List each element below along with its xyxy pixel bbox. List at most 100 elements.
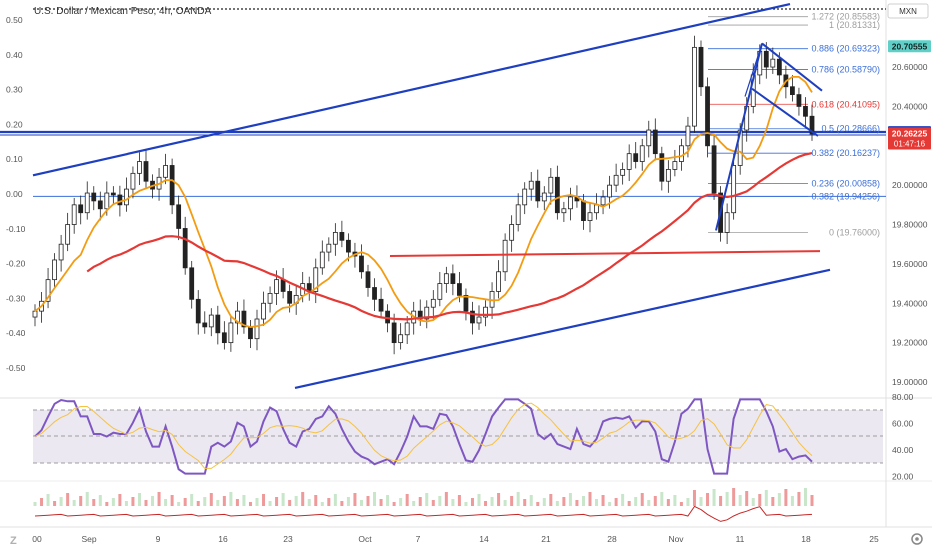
candle-body[interactable] [809,115,815,135]
settings-gear-icon[interactable] [911,533,923,545]
candle-body[interactable] [561,208,567,214]
candle-body[interactable] [437,283,443,300]
candle-body[interactable] [528,180,534,190]
candle-body[interactable] [502,239,508,273]
candle-body[interactable] [169,165,175,206]
candle-body[interactable] [790,86,795,96]
candle-body[interactable] [215,314,221,334]
candle-body[interactable] [221,332,227,344]
candle-body[interactable] [652,129,658,155]
candle-body[interactable] [796,94,802,107]
candle-body[interactable] [365,271,371,288]
candle-body[interactable] [137,161,142,174]
candle-body[interactable] [646,129,652,147]
candle-body[interactable] [241,310,247,328]
candle-body[interactable] [280,279,286,292]
currency-badge[interactable]: MXN [887,3,929,19]
candle-body[interactable] [91,192,97,202]
candle-body[interactable] [665,169,671,182]
candle-body[interactable] [679,145,684,162]
candle-body[interactable] [130,172,136,190]
candle-body[interactable] [391,322,397,344]
candle-body[interactable] [509,224,515,241]
candle-body[interactable] [78,204,84,214]
candle-body[interactable] [84,192,90,214]
candle-body[interactable] [620,169,626,176]
candle-body[interactable] [554,176,560,214]
candle-body[interactable] [319,251,325,269]
candle-body[interactable] [332,231,338,245]
candle-body[interactable] [476,316,482,324]
flag-connector-line[interactable] [744,43,763,97]
candle-body[interactable] [143,161,149,182]
candle-body[interactable] [568,196,573,210]
candle-body[interactable] [248,326,253,340]
candle-body[interactable] [613,174,619,186]
candle-body[interactable] [600,196,606,206]
candle-body[interactable] [457,283,462,296]
candle-body[interactable] [417,310,423,320]
candle-body[interactable] [32,310,38,318]
candle-body[interactable] [659,153,665,182]
flag-top-line[interactable] [761,42,823,92]
candle-body[interactable] [267,293,273,304]
candle-body[interactable] [313,267,319,292]
candle-body[interactable] [45,279,51,302]
candle-body[interactable] [705,86,710,147]
candle-body[interactable] [803,106,808,117]
candle-body[interactable] [692,46,697,127]
candle-body[interactable] [346,239,351,253]
candle-body[interactable] [110,192,116,196]
candle-body[interactable] [463,294,469,312]
candle-body[interactable] [639,145,645,162]
candle-body[interactable] [404,322,410,336]
candle-body[interactable] [470,310,475,324]
candle-body[interactable] [195,298,201,324]
candle-body[interactable] [202,322,208,328]
candle-body[interactable] [515,204,521,225]
candle-body[interactable] [398,334,404,344]
candle-body[interactable] [254,318,260,340]
candle-body[interactable] [274,279,279,294]
candle-body[interactable] [430,298,436,308]
candle-body[interactable] [339,231,345,241]
flag-pole-line[interactable] [715,43,763,231]
candle-body[interactable] [104,192,110,210]
candle-body[interactable] [58,243,64,261]
candle-body[interactable] [496,271,501,292]
candle-body[interactable] [607,184,612,198]
channel-upper-trendline[interactable] [32,2,791,177]
candle-body[interactable] [235,310,240,324]
candle-body[interactable] [626,153,632,170]
candle-body[interactable] [208,314,214,328]
candle-body[interactable] [287,291,293,304]
candle-body[interactable] [359,255,364,273]
candle-body[interactable] [685,125,691,147]
candle-body[interactable] [378,298,384,312]
candle-body[interactable] [776,58,782,76]
candle-body[interactable] [581,200,586,221]
candle-body[interactable] [163,165,168,178]
candle-body[interactable] [535,180,541,202]
candle-body[interactable] [52,259,57,281]
candle-body[interactable] [594,204,599,214]
candle-body[interactable] [522,188,528,206]
candle-body[interactable] [71,204,77,225]
candle-body[interactable] [443,273,449,284]
candle-body[interactable] [261,302,266,320]
candle-body[interactable] [182,228,188,269]
candle-body[interactable] [672,161,678,170]
channel-lower-trendline[interactable] [294,268,831,389]
candle-body[interactable] [770,58,776,68]
candle-body[interactable] [633,153,639,162]
flag-bottom-line[interactable] [751,87,819,137]
candle-body[interactable] [124,188,129,206]
candle-body[interactable] [176,204,182,229]
candle-body[interactable] [97,200,103,210]
candle-body[interactable] [372,287,377,300]
candle-body[interactable] [731,165,737,214]
candle-body[interactable] [587,212,593,221]
candle-body[interactable] [724,212,730,233]
candle-body[interactable] [424,306,430,320]
